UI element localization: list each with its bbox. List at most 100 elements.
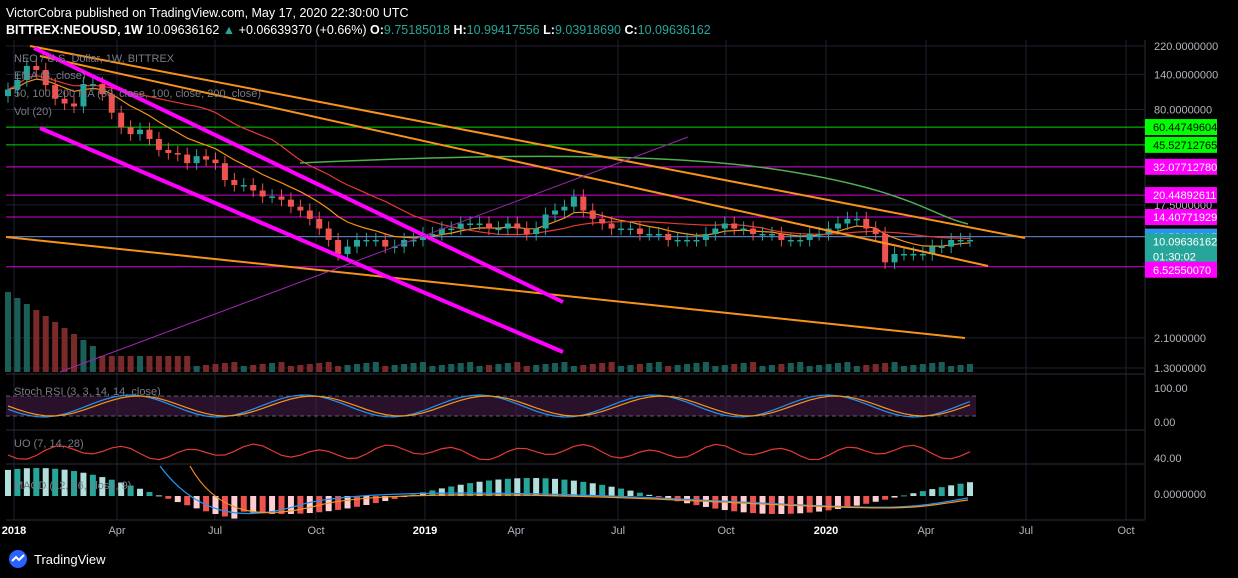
volume-bar xyxy=(768,365,775,372)
candle-body xyxy=(750,228,757,234)
macd-bar xyxy=(476,481,483,496)
channel-upper xyxy=(33,46,564,304)
candle-body xyxy=(391,246,398,249)
candle-body xyxy=(542,214,549,229)
candle-body xyxy=(919,253,926,256)
candle-body xyxy=(221,163,228,181)
candle-body xyxy=(61,98,68,104)
candle-body xyxy=(174,152,181,155)
macd-bar xyxy=(457,484,464,496)
up-arrow-icon: ▲ xyxy=(222,23,236,37)
volume-bar xyxy=(382,366,389,372)
macd-bar xyxy=(33,468,40,496)
volume-bar xyxy=(23,304,30,372)
tradingview-logo[interactable]: TradingView xyxy=(8,549,106,569)
candle-body xyxy=(552,210,559,215)
osc-tick-label: 40.00 xyxy=(1154,453,1182,465)
volume-bar xyxy=(212,364,219,372)
volume-bar xyxy=(608,362,615,372)
volume-bar xyxy=(316,363,323,372)
macd-bar xyxy=(372,496,379,504)
stoch-legend: Stoch RSI (3, 3, 14, 14, close) xyxy=(14,386,161,398)
volume-bar xyxy=(561,362,568,372)
macd-bar xyxy=(495,479,502,496)
volume-bar xyxy=(486,365,492,372)
macd-bar xyxy=(863,496,870,504)
candle-body xyxy=(344,246,351,254)
close-value: 10.09636162 xyxy=(637,23,711,37)
price-label-box xyxy=(1145,187,1217,204)
macd-bar xyxy=(287,496,294,514)
volume-bar xyxy=(891,362,898,372)
volume-bar xyxy=(344,365,351,372)
macd-bar xyxy=(221,496,228,517)
candle-body xyxy=(618,228,625,231)
macd-bar xyxy=(71,471,78,496)
close-label: C: xyxy=(624,23,638,37)
candle-body xyxy=(353,239,360,247)
candle-body xyxy=(137,129,144,135)
macd-bar xyxy=(589,483,596,496)
macd-bar xyxy=(900,495,907,497)
volume-bar xyxy=(863,365,870,372)
macd-bar xyxy=(137,488,144,496)
price-label-box xyxy=(1145,248,1217,265)
macd-bar xyxy=(929,489,936,496)
volume-bar xyxy=(61,328,68,372)
macd-bar xyxy=(580,481,587,496)
volume-bar xyxy=(693,363,700,372)
candle-body xyxy=(816,233,823,236)
candle-body xyxy=(335,239,342,254)
price-label-box xyxy=(1145,158,1217,175)
candle-body xyxy=(278,196,285,200)
candle-body xyxy=(768,233,775,236)
candle-body xyxy=(570,196,577,207)
macd-bar xyxy=(948,485,955,496)
macd-bar xyxy=(391,496,398,499)
candle-body xyxy=(589,210,596,219)
macd-bar xyxy=(203,496,210,512)
macd-bar xyxy=(23,468,30,496)
macd-bar xyxy=(353,496,360,507)
price-label-text: 32.07712780 xyxy=(1153,162,1217,174)
volume-bar xyxy=(33,310,40,372)
volume-bar xyxy=(514,362,521,372)
candle-body xyxy=(448,228,455,231)
candle-body xyxy=(872,228,879,234)
macd-line xyxy=(159,465,969,515)
axes: 220.0000000140.000000080.000000032.00000… xyxy=(2,41,1218,537)
candle-body xyxy=(948,239,955,247)
candle-body xyxy=(674,239,681,242)
candle-body xyxy=(504,223,511,229)
purple-diagonal xyxy=(59,136,689,373)
volume-bar xyxy=(353,364,360,372)
candle-body xyxy=(891,253,898,263)
candle-body xyxy=(240,185,247,187)
macd-histogram xyxy=(5,465,973,519)
volume-bar xyxy=(872,364,879,372)
volume-bar xyxy=(203,365,210,372)
volume-bar xyxy=(740,363,747,372)
candle-body xyxy=(740,228,747,231)
candle-body xyxy=(844,218,851,224)
y-tick-label: 80.0000000 xyxy=(1154,104,1212,116)
candle-body xyxy=(580,196,587,211)
macd-bar xyxy=(825,496,832,511)
candle-body xyxy=(523,228,530,234)
macd-bar xyxy=(89,474,96,496)
candle-body xyxy=(486,223,492,229)
candle-body xyxy=(599,218,606,224)
osc-tick-label: 0.0000000 xyxy=(1154,489,1206,501)
candle-body xyxy=(957,239,964,242)
macd-bar xyxy=(844,496,851,508)
price-label-text: 45.52712765 xyxy=(1153,140,1217,152)
x-tick-label: 2020 xyxy=(814,525,838,537)
candle-body xyxy=(184,154,191,164)
macd-bar xyxy=(99,477,106,496)
candle-body xyxy=(457,223,464,229)
candle-body xyxy=(14,79,21,90)
macd-bar xyxy=(853,496,860,506)
macd-bar xyxy=(882,496,889,500)
macd-bar xyxy=(834,496,841,509)
